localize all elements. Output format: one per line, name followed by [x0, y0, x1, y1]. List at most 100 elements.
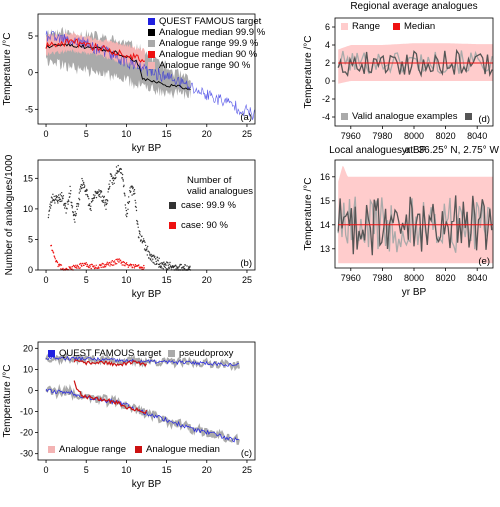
case-999-point: [54, 202, 56, 204]
case-999-point: [47, 216, 50, 219]
case-999-point: [111, 175, 113, 177]
pseudoproxy-lower-line: [45, 383, 240, 445]
case-999-point: [56, 200, 59, 203]
legend-label-0: QUEST FAMOUS target: [159, 16, 262, 27]
case-999-point: [55, 195, 57, 197]
case-999-point: [78, 197, 80, 200]
y-axis-label: Temperature /°C: [2, 33, 13, 106]
case-999-point: [74, 211, 76, 213]
case-90-point: [78, 263, 81, 265]
quest-target-upper-line: [45, 355, 239, 367]
case-999-point: [105, 201, 107, 203]
case-999-point: [81, 184, 84, 186]
x-tick-label: 15: [162, 129, 172, 139]
case-90-point: [90, 264, 92, 266]
case-999-point: [141, 235, 143, 237]
case-999-point: [157, 260, 159, 262]
case-999-point: [100, 191, 103, 193]
x-tick-label: 25: [242, 275, 252, 285]
legend-swatch-4: [148, 62, 155, 69]
case-90-point: [102, 263, 105, 265]
case-999-point: [146, 254, 148, 256]
case-999-point: [131, 194, 133, 196]
plot-frame: [37, 13, 256, 125]
case-999-point: [163, 261, 165, 263]
case-999-point: [79, 190, 82, 192]
case-999-point: [137, 223, 139, 225]
case-999-point: [160, 265, 162, 268]
x-tick-label: 8040: [467, 273, 487, 283]
case-999-point: [79, 185, 82, 188]
case-90-point: [57, 265, 59, 268]
case-999-point: [135, 206, 137, 208]
legend-swatch-median: [393, 23, 400, 30]
x-tick-label: 7980: [372, 131, 392, 141]
case-90-point: [85, 263, 87, 266]
quest-target-lower-line: [45, 388, 240, 443]
y-tick-label: 0: [28, 385, 33, 395]
case-999-point: [148, 251, 151, 253]
case-999-point: [120, 168, 123, 170]
case-90-point: [54, 256, 56, 258]
x-tick-label: 8000: [404, 131, 424, 141]
x-tick-label: 25: [242, 465, 252, 475]
legend-label-range: Analogue range: [59, 444, 126, 455]
case-999-point: [133, 190, 135, 192]
case-999-point: [50, 204, 52, 207]
case-90-point: [116, 258, 118, 260]
case-999-point: [167, 268, 169, 270]
case-999-point: [51, 201, 53, 203]
case-999-point: [124, 204, 127, 206]
case-999-point: [136, 219, 138, 222]
case-999-point: [151, 260, 153, 262]
case-90-point: [74, 266, 76, 269]
case-90-point: [101, 264, 103, 266]
panel-label: (c): [241, 448, 252, 459]
case-999-point: [186, 265, 188, 267]
case-999-point: [93, 196, 96, 198]
legend-swatch-range: [48, 446, 55, 453]
case-90-point: [132, 266, 134, 268]
case-999-point: [83, 183, 85, 185]
case-999-point: [112, 179, 115, 182]
case-999-point: [63, 204, 65, 206]
x-tick-label: 10: [121, 129, 131, 139]
case-999-point: [48, 214, 50, 216]
case-999-point: [184, 264, 186, 266]
x-tick-label: 10: [121, 275, 131, 285]
range-band: [338, 165, 493, 264]
case-999-point: [125, 207, 127, 209]
case-90-point: [113, 260, 116, 262]
case-90-point: [85, 262, 88, 264]
case-999-point: [91, 200, 93, 203]
case-90-point: [83, 264, 85, 266]
case-999-point: [77, 205, 80, 207]
case-999-point: [98, 195, 101, 198]
panel-title: Local analogues at: 36.25° N, 2.75° W: [329, 145, 499, 156]
case-999-point: [134, 192, 136, 195]
x-tick-label: 0: [44, 129, 49, 139]
x-tick-label: 20: [202, 129, 212, 139]
case-999-point: [127, 201, 129, 204]
legend-label-4: Analogue range 90 %: [159, 60, 251, 71]
case-90-point: [114, 262, 116, 264]
legend-label-case-90: case: 90 %: [181, 220, 229, 231]
case-90-point: [106, 261, 109, 263]
case-999-point: [89, 203, 91, 205]
case-90-point: [70, 266, 72, 268]
case-999-point: [69, 185, 71, 188]
panel-e: 7960 7980 8000 8020 8040 13 14 15 16 yr BP Tempera…: [303, 145, 499, 298]
case-999-point: [52, 193, 54, 195]
case-999-point: [107, 191, 109, 193]
case-999-point: [68, 192, 70, 194]
case-90-point: [134, 265, 136, 268]
case-90-point: [140, 267, 143, 269]
case-90-point: [123, 264, 125, 266]
case-999-point: [68, 200, 70, 202]
case-999-point: [148, 257, 150, 259]
y-tick-label: -30: [20, 449, 33, 459]
case-999-point: [75, 214, 77, 216]
legend-title-line1: Number of: [187, 175, 232, 186]
case-90-point: [123, 261, 126, 264]
